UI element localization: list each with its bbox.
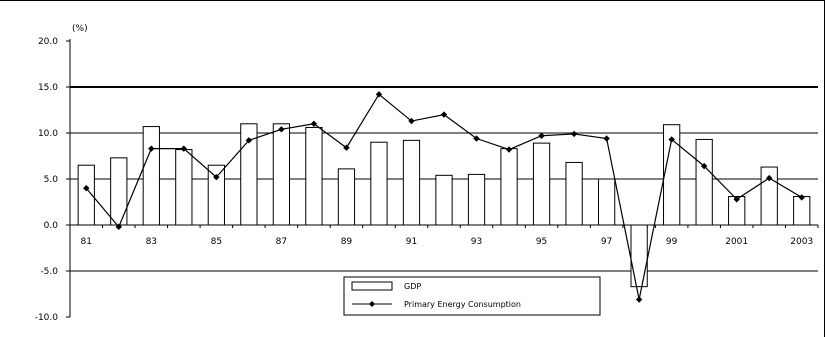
energy-marker	[115, 223, 122, 231]
legend-energy-marker	[369, 301, 375, 307]
y-axis-unit-label: (%)	[72, 24, 88, 34]
energy-marker	[278, 126, 285, 133]
x-tick-label: 81	[81, 237, 92, 247]
x-tick-label: 2003	[790, 237, 813, 247]
x-tick-label: 97	[601, 237, 612, 247]
x-tick-label: 91	[406, 237, 417, 247]
energy-marker	[538, 132, 545, 139]
x-tick-label: 2001	[725, 237, 748, 247]
energy-marker	[733, 196, 740, 203]
energy-marker	[408, 117, 415, 125]
gdp-bar	[500, 148, 518, 226]
x-tick-label: 89	[341, 237, 353, 247]
gdp-bar	[402, 139, 421, 226]
legend-gdp-label: GDP	[404, 282, 421, 291]
energy-marker	[635, 296, 643, 303]
y-tick-label: 15.0	[38, 83, 58, 93]
x-tick-label: 87	[276, 237, 287, 247]
gdp-bar	[532, 142, 551, 226]
y-tick-label: -5.0	[40, 267, 58, 277]
energy-marker	[148, 145, 155, 152]
gdp-bar	[435, 174, 453, 226]
energy-marker	[310, 120, 318, 127]
x-tick-label: 85	[211, 237, 222, 247]
energy-marker	[668, 136, 675, 143]
energy-marker	[343, 144, 350, 151]
gdp-bar	[467, 173, 486, 226]
energy-marker	[473, 135, 480, 142]
energy-marker	[700, 162, 708, 170]
y-tick-label: 5.0	[44, 175, 59, 185]
x-tick-label: 99	[666, 237, 678, 247]
y-tick-label: 0.0	[44, 221, 59, 231]
energy-marker	[440, 111, 448, 118]
gdp-bar	[337, 168, 356, 226]
energy-marker	[180, 145, 188, 152]
legend-energy-label: Primary Energy Consumption	[404, 300, 521, 309]
energy-marker	[245, 137, 253, 144]
x-tick-label: 95	[536, 237, 547, 247]
gdp-bar	[142, 126, 160, 226]
x-tick-label: 83	[146, 237, 157, 247]
gdp-bar	[272, 123, 291, 226]
y-tick-label: 20.0	[38, 37, 58, 47]
gdp-bar	[630, 224, 648, 288]
energy-marker	[83, 185, 90, 192]
energy-marker	[505, 146, 513, 153]
energy-marker	[570, 130, 578, 138]
energy-marker	[603, 135, 610, 142]
x-tick-label: 93	[471, 237, 482, 247]
legend-gdp-swatch	[351, 281, 393, 291]
y-tick-label: -10.0	[35, 313, 59, 323]
gdp-bar	[110, 157, 128, 226]
gdp-bar	[305, 126, 323, 226]
gdp-bar	[370, 141, 388, 226]
gdp-bar	[793, 195, 811, 226]
energy-marker	[766, 174, 773, 182]
gdp-bar	[695, 138, 713, 226]
energy-marker	[213, 173, 220, 181]
gdp-bar	[597, 178, 616, 226]
gdp-bar	[565, 161, 583, 226]
energy-marker	[798, 194, 805, 201]
energy-marker	[375, 91, 383, 98]
gdp-bar	[175, 149, 193, 226]
y-tick-label: 10.0	[38, 129, 58, 139]
